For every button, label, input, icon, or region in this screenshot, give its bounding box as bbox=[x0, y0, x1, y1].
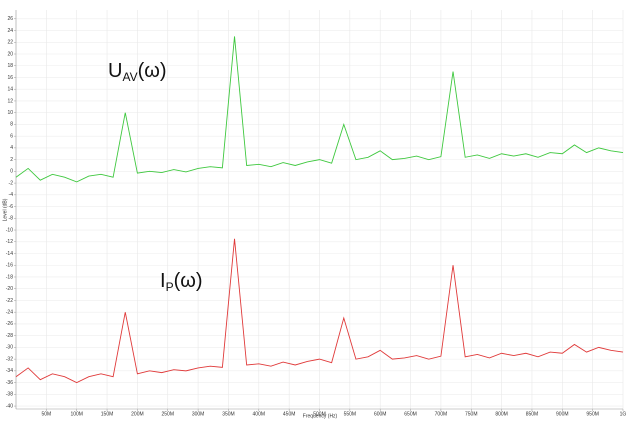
series-line bbox=[15, 36, 624, 183]
x-tick-label: 600M bbox=[374, 411, 387, 417]
y-tick-label: 22 bbox=[7, 40, 13, 46]
y-tick-label: -28 bbox=[6, 333, 13, 339]
x-tick-label: 800M bbox=[495, 411, 508, 417]
x-tick-label: 400M bbox=[253, 411, 266, 417]
x-tick-label: 100M bbox=[70, 411, 83, 417]
y-tick-label: 26 bbox=[7, 16, 13, 22]
y-tick-label: -4 bbox=[9, 192, 14, 198]
y-tick-label: 4 bbox=[10, 145, 13, 151]
x-tick-label: 850M bbox=[526, 411, 539, 417]
y-tick-label: 24 bbox=[7, 28, 13, 34]
annotation-base: U bbox=[108, 60, 122, 82]
y-tick-label: 0 bbox=[10, 169, 13, 175]
annotation-suffix: (ω) bbox=[138, 60, 167, 82]
x-tick-label: 450M bbox=[283, 411, 296, 417]
y-tick-label: -26 bbox=[6, 321, 13, 327]
y-tick-label: -2 bbox=[9, 180, 14, 186]
x-tick-label: 50M bbox=[41, 411, 51, 417]
y-tick-label: 8 bbox=[10, 122, 13, 128]
y-tick-label: -38 bbox=[6, 392, 13, 398]
y-tick-label: 6 bbox=[10, 133, 13, 139]
x-tick-label: 500M bbox=[313, 411, 326, 417]
y-axis-title: Level (dB) bbox=[2, 198, 8, 221]
y-tick-label: -10 bbox=[6, 227, 13, 233]
y-tick-label: -18 bbox=[6, 274, 13, 280]
y-tick-label: -20 bbox=[6, 286, 13, 292]
annotation-base: I bbox=[160, 270, 166, 292]
annotation-subscript: AV bbox=[122, 70, 137, 84]
y-tick-label: 12 bbox=[7, 98, 13, 104]
x-tick-label: 550M bbox=[344, 411, 357, 417]
annotation: IP(ω) bbox=[160, 270, 203, 294]
y-tick-label: -24 bbox=[6, 310, 13, 316]
y-tick-label: -22 bbox=[6, 298, 13, 304]
x-tick-label: 950M bbox=[586, 411, 599, 417]
annotation-suffix: (ω) bbox=[174, 270, 203, 292]
y-tick-label: -16 bbox=[6, 263, 13, 269]
x-tick-label: 750M bbox=[465, 411, 478, 417]
x-tick-label: 200M bbox=[131, 411, 144, 417]
x-tick-label: 650M bbox=[404, 411, 417, 417]
y-tick-label: 16 bbox=[7, 75, 13, 81]
x-axis-title: Frequency (Hz) bbox=[303, 413, 338, 419]
y-tick-label: -12 bbox=[6, 239, 13, 245]
y-tick-label: 18 bbox=[7, 63, 13, 69]
x-tick-label: 1G bbox=[620, 411, 627, 417]
y-tick-label: -8 bbox=[9, 216, 14, 222]
y-tick-label: -30 bbox=[6, 345, 13, 351]
series-line bbox=[15, 238, 624, 384]
y-tick-label: -40 bbox=[6, 403, 13, 409]
x-tick-label: 150M bbox=[101, 411, 114, 417]
y-tick-label: -34 bbox=[6, 368, 13, 374]
y-tick-label: 20 bbox=[7, 51, 13, 57]
y-tick-label: 10 bbox=[7, 110, 13, 116]
y-tick-label: -14 bbox=[6, 251, 13, 257]
y-tick-label: 2 bbox=[10, 157, 13, 163]
x-tick-label: 900M bbox=[556, 411, 569, 417]
y-tick-label: 14 bbox=[7, 87, 13, 93]
x-tick-label: 250M bbox=[161, 411, 174, 417]
y-tick-label: -6 bbox=[9, 204, 14, 210]
y-tick-label: -36 bbox=[6, 380, 13, 386]
x-tick-label: 350M bbox=[222, 411, 235, 417]
y-tick-label: -32 bbox=[6, 356, 13, 362]
annotation: UAV(ω) bbox=[108, 60, 167, 84]
x-tick-label: 300M bbox=[192, 411, 205, 417]
x-tick-label: 700M bbox=[435, 411, 448, 417]
annotation-subscript: P bbox=[166, 280, 174, 294]
